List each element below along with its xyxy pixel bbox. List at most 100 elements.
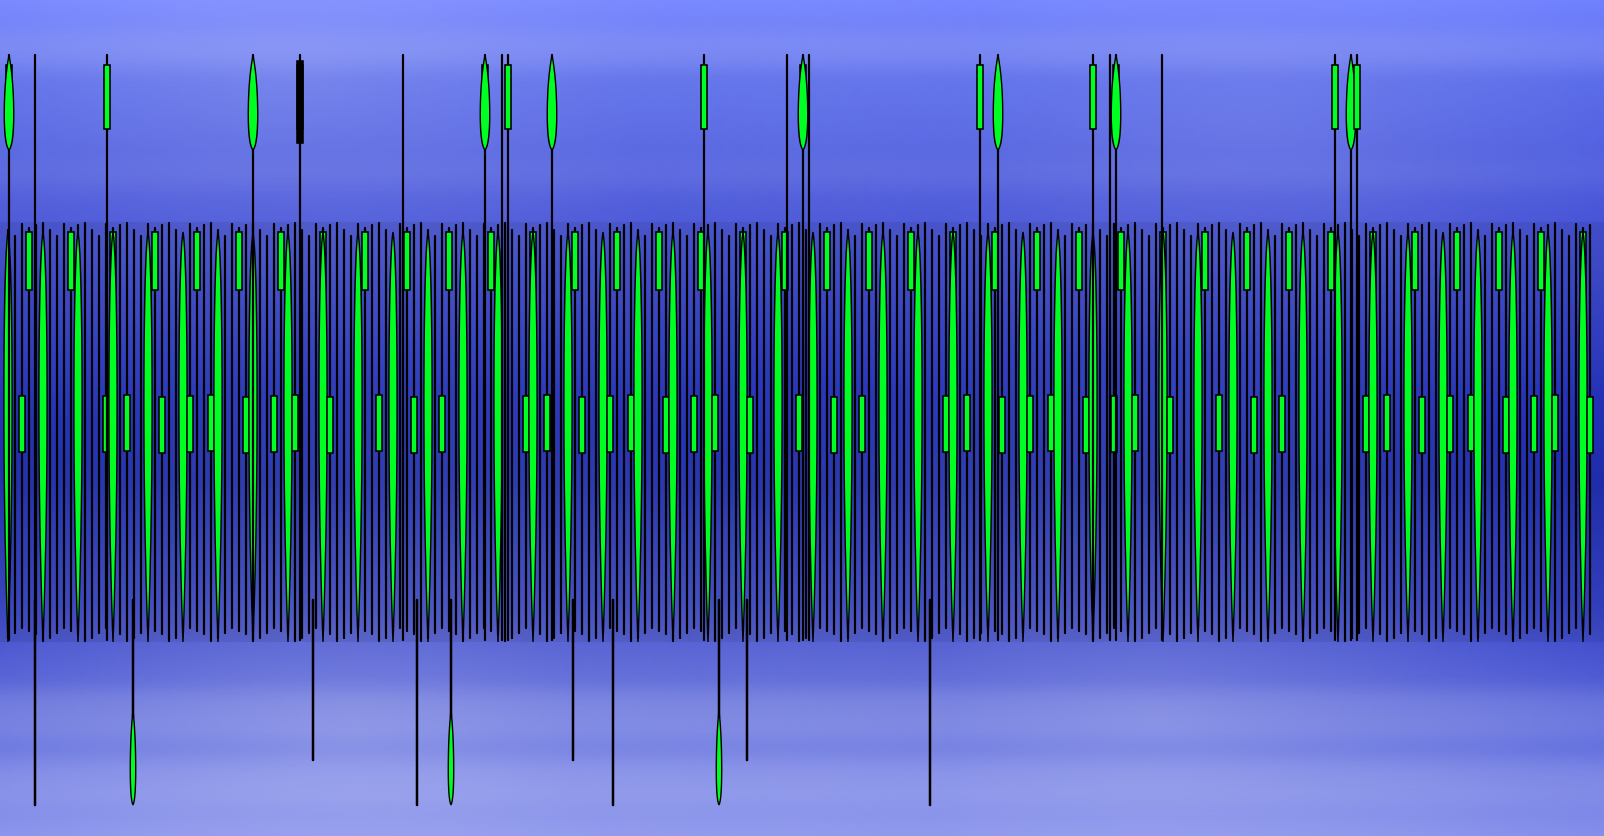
top-green-bar [1495, 231, 1503, 291]
tall-green-bar [700, 64, 708, 130]
middle-green-bar [1446, 395, 1454, 453]
top-green-bar [571, 231, 579, 291]
green-spike [1368, 231, 1378, 643]
green-spike [388, 231, 398, 643]
top-green-bar [1243, 231, 1251, 291]
middle-green-bar [578, 396, 586, 454]
tall-green-bar [103, 64, 111, 130]
green-spike [108, 231, 118, 643]
green-spike [1438, 231, 1448, 643]
middle-green-bar [1131, 394, 1139, 452]
tall-green-spike [247, 54, 259, 151]
green-spike [318, 231, 328, 643]
tall-green-spike [3, 54, 15, 151]
top-green-bar [277, 231, 285, 291]
middle-green-bar [795, 394, 803, 452]
green-spike [878, 231, 888, 643]
top-green-bar [865, 231, 873, 291]
green-spike [1543, 231, 1553, 643]
green-spike [283, 231, 293, 643]
top-green-bar [1033, 231, 1041, 291]
top-green-bar [1411, 231, 1419, 291]
top-green-bar [193, 231, 201, 291]
middle-green-bar [326, 396, 334, 454]
middle-green-bar [207, 394, 215, 452]
green-spike [598, 231, 608, 643]
tall-green-bar [976, 64, 984, 130]
middle-green-bar [830, 396, 838, 454]
green-spike [1263, 231, 1273, 643]
middle-green-bar [746, 396, 754, 454]
green-spike [738, 231, 748, 643]
green-spike [178, 231, 188, 643]
green-spike [458, 231, 468, 643]
green-spike [1578, 231, 1588, 643]
middle-green-bar [1215, 394, 1223, 452]
green-spike [948, 231, 958, 643]
green-spike [213, 231, 223, 643]
middle-green-bar [375, 394, 383, 452]
green-spike [913, 231, 923, 643]
green-spike [983, 231, 993, 643]
middle-green-bar [1278, 395, 1286, 453]
lower-green-spike [447, 709, 455, 806]
middle-green-bar [1467, 394, 1475, 452]
tall-green-spike [797, 54, 809, 151]
middle-green-bar [18, 395, 26, 453]
green-spike [773, 231, 783, 643]
green-spike [528, 231, 538, 643]
lower-green-spike [129, 709, 137, 806]
middle-green-bar [1250, 396, 1258, 454]
middle-green-bar [963, 394, 971, 452]
green-spike [1018, 231, 1028, 643]
middle-green-bar [606, 395, 614, 453]
top-green-bar [151, 231, 159, 291]
top-green-bar [1201, 231, 1209, 291]
middle-green-bar [1082, 396, 1090, 454]
top-green-bar [1117, 231, 1125, 291]
middle-green-bar [410, 396, 418, 454]
middle-green-bar [158, 396, 166, 454]
middle-green-bar [123, 394, 131, 452]
middle-green-bar [1026, 395, 1034, 453]
green-spike [1508, 231, 1518, 643]
middle-green-bar [1530, 395, 1538, 453]
tall-green-spike [546, 54, 558, 151]
middle-green-bar [186, 395, 194, 453]
top-green-bar [613, 231, 621, 291]
top-green-bar [235, 231, 243, 291]
middle-green-bar [242, 396, 250, 454]
top-green-bar [361, 231, 369, 291]
green-spike [423, 231, 433, 643]
top-green-bar [487, 231, 495, 291]
middle-green-bar [1551, 394, 1559, 452]
green-spike [1123, 231, 1133, 643]
tall-green-spike [1110, 54, 1122, 151]
black-marker-bar [296, 60, 304, 144]
green-spike [1228, 231, 1238, 643]
top-green-bar [1327, 231, 1335, 291]
tall-green-spike [479, 54, 491, 151]
middle-green-bar [270, 395, 278, 453]
middle-green-bar [522, 395, 530, 453]
middle-green-bar [438, 395, 446, 453]
top-green-bar [1285, 231, 1293, 291]
top-green-bar [445, 231, 453, 291]
middle-green-bar [1166, 396, 1174, 454]
middle-green-bar [1047, 394, 1055, 452]
green-spike [1298, 231, 1308, 643]
middle-green-bar [662, 396, 670, 454]
green-spike [1193, 231, 1203, 643]
middle-green-bar [543, 394, 551, 452]
top-green-bar [907, 231, 915, 291]
top-green-bar [403, 231, 411, 291]
green-spike [843, 231, 853, 643]
top-green-bar [1075, 231, 1083, 291]
middle-green-bar [690, 395, 698, 453]
green-spike [1403, 231, 1413, 643]
green-spike [73, 231, 83, 643]
middle-green-bar [1586, 396, 1594, 454]
tall-green-spike [992, 54, 1004, 151]
